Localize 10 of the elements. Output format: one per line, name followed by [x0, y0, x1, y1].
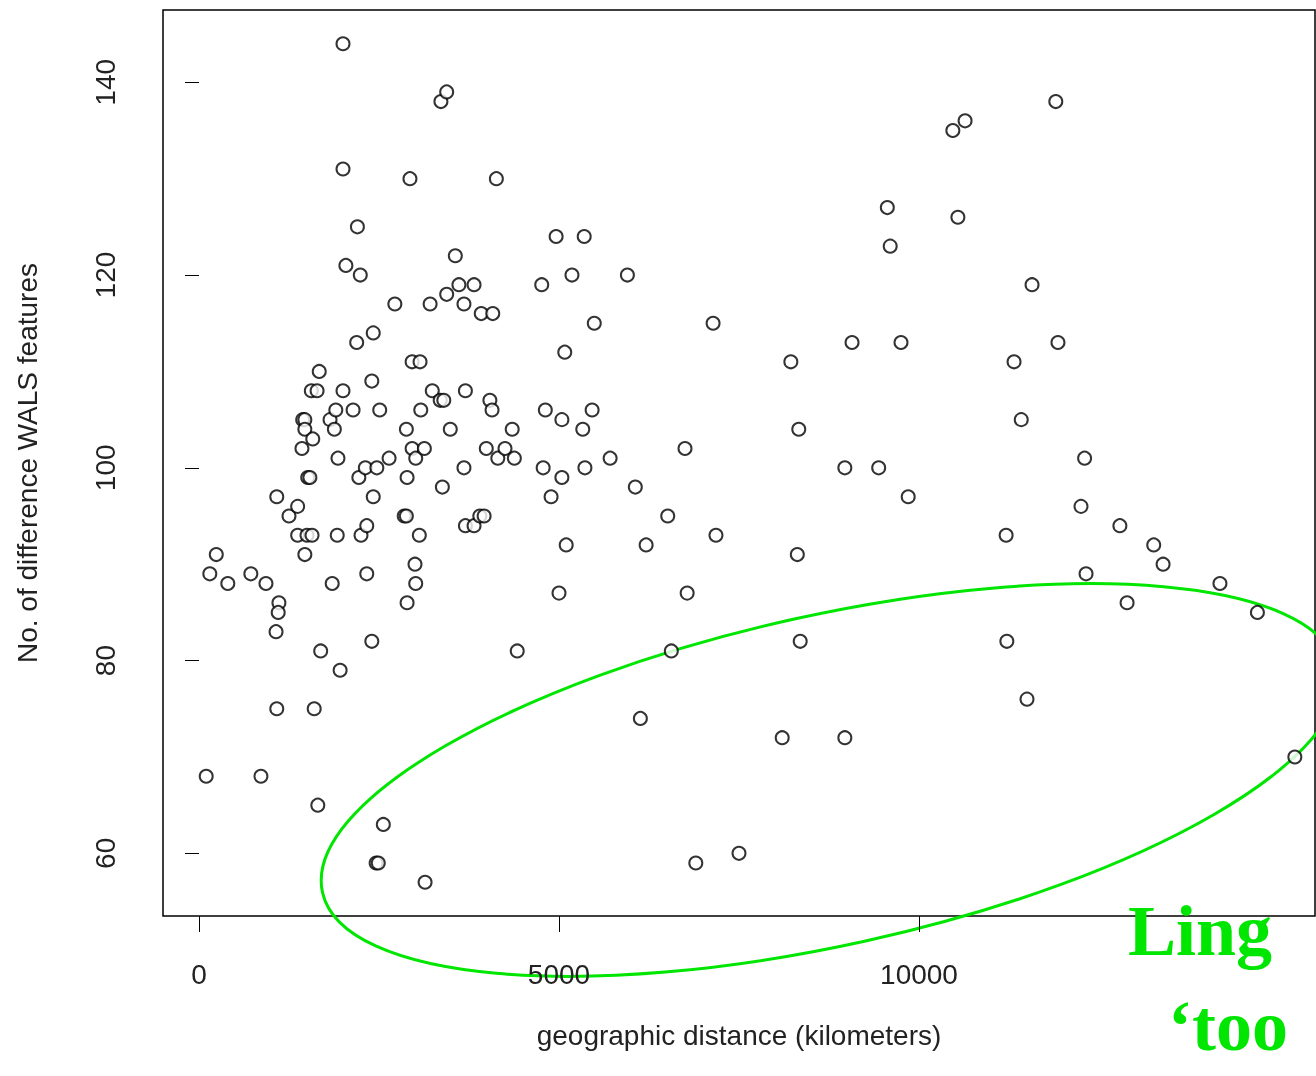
- x-tick-label: 10000: [880, 958, 958, 990]
- y-tick-label: 140: [89, 58, 121, 106]
- x-tick-label: 0: [191, 958, 207, 990]
- text: ‘too: [1168, 986, 1288, 1066]
- y-axis-title: No. of difference WALS features: [11, 263, 43, 663]
- y-tick-label: 100: [89, 444, 121, 492]
- y-tick-label: 80: [89, 645, 121, 677]
- x-axis-title: geographic distance (kilometers): [536, 1019, 942, 1051]
- y-tick-label: 60: [89, 837, 121, 869]
- y-tick-label: 120: [89, 251, 121, 299]
